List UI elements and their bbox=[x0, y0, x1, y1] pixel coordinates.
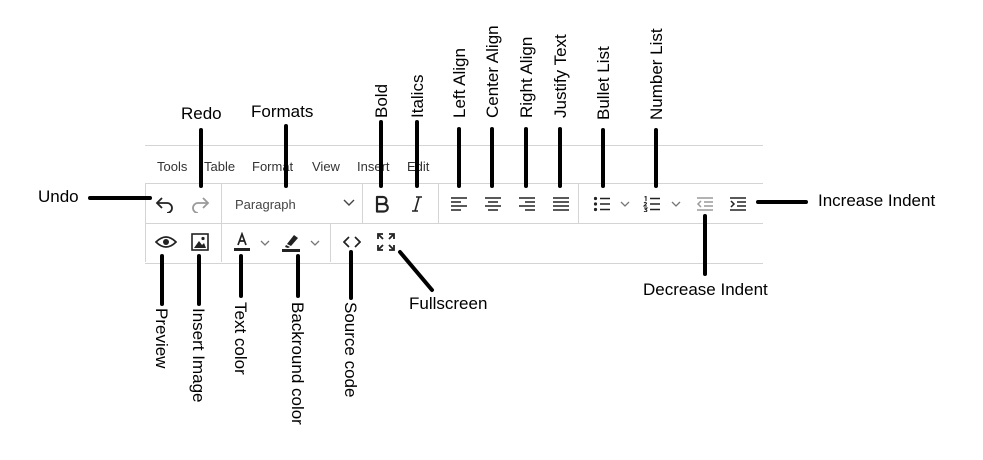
label-background-color: Backround color bbox=[288, 302, 307, 425]
align-left-button[interactable] bbox=[448, 193, 470, 215]
redo-button[interactable] bbox=[189, 194, 211, 214]
toolbar-row-2 bbox=[145, 223, 763, 264]
number-list-button[interactable] bbox=[641, 193, 663, 215]
menu-view[interactable]: View bbox=[312, 159, 340, 174]
formats-select[interactable]: Paragraph bbox=[235, 193, 355, 215]
menu-format[interactable]: Format bbox=[252, 159, 294, 174]
label-source-code: Source code bbox=[341, 302, 360, 398]
toolbar-left-edge bbox=[145, 183, 146, 262]
label-text-color: Text color bbox=[231, 302, 250, 375]
menu-table[interactable]: Table bbox=[204, 159, 236, 174]
label-formats: Formats bbox=[251, 102, 314, 121]
undo-icon bbox=[155, 197, 173, 213]
label-increase-indent: Increase Indent bbox=[818, 191, 936, 210]
separator bbox=[221, 183, 222, 223]
highlighter-icon bbox=[282, 235, 300, 252]
menubar: Tools Table Format View Insert Edit bbox=[145, 145, 763, 184]
italic-button[interactable] bbox=[406, 193, 428, 215]
justify-icon bbox=[553, 197, 569, 211]
label-fullscreen: Fullscreen bbox=[409, 294, 488, 313]
bullet-list-button[interactable] bbox=[591, 193, 613, 215]
label-bullet-list: Bullet List bbox=[594, 46, 613, 120]
label-center-align: Center Align bbox=[483, 25, 502, 118]
redo-icon bbox=[192, 197, 210, 213]
justify-button[interactable] bbox=[550, 193, 572, 215]
align-right-button[interactable] bbox=[516, 193, 538, 215]
bold-icon bbox=[375, 195, 389, 213]
toolbar-row-1 bbox=[145, 183, 763, 224]
decrease-indent-button[interactable] bbox=[694, 193, 716, 215]
label-preview: Preview bbox=[152, 308, 171, 369]
separator bbox=[578, 183, 579, 223]
label-undo: Undo bbox=[38, 187, 79, 206]
chevron-down-icon bbox=[671, 201, 681, 207]
bold-button[interactable] bbox=[371, 193, 393, 215]
chevron-down-icon bbox=[620, 201, 630, 207]
fullscreen-button[interactable] bbox=[375, 231, 397, 253]
fullscreen-icon bbox=[377, 233, 395, 251]
label-insert-image: Insert Image bbox=[189, 308, 208, 403]
number-list-icon bbox=[643, 196, 660, 212]
number-list-dropdown[interactable] bbox=[669, 197, 683, 211]
fullscreen-pointer bbox=[398, 250, 434, 292]
menu-tools[interactable]: Tools bbox=[157, 159, 188, 174]
outdent-icon bbox=[696, 197, 713, 211]
align-center-button[interactable] bbox=[482, 193, 504, 215]
background-color-dropdown[interactable] bbox=[308, 236, 322, 250]
separator bbox=[438, 183, 439, 223]
bullet-list-icon bbox=[593, 196, 610, 212]
label-left-align: Left Align bbox=[450, 48, 469, 118]
chevron-down-icon bbox=[310, 240, 320, 246]
image-icon bbox=[191, 233, 209, 251]
align-right-icon bbox=[519, 197, 535, 211]
align-left-icon bbox=[451, 197, 467, 211]
bullet-list-dropdown[interactable] bbox=[618, 197, 632, 211]
insert-image-button[interactable] bbox=[189, 231, 211, 253]
code-icon bbox=[343, 236, 361, 248]
text-color-button[interactable] bbox=[231, 231, 253, 253]
italic-icon bbox=[412, 196, 422, 212]
editor-toolbar: Tools Table Format View Insert Edit Para… bbox=[145, 145, 763, 264]
increase-indent-button[interactable] bbox=[727, 193, 749, 215]
text-color-dropdown[interactable] bbox=[258, 236, 272, 250]
separator bbox=[221, 223, 222, 262]
undo-button[interactable] bbox=[154, 194, 176, 214]
chevron-down-icon bbox=[343, 199, 355, 206]
label-redo: Redo bbox=[181, 104, 222, 123]
source-code-button[interactable] bbox=[341, 231, 363, 253]
indent-icon bbox=[730, 197, 746, 211]
separator bbox=[362, 183, 363, 223]
preview-button[interactable] bbox=[154, 231, 178, 253]
eye-icon bbox=[155, 236, 177, 248]
formats-value: Paragraph bbox=[235, 197, 296, 212]
label-right-align: Right Align bbox=[517, 36, 536, 118]
label-justify-text: Justify Text bbox=[551, 34, 570, 118]
label-bold: Bold bbox=[372, 83, 391, 118]
label-italics: Italics bbox=[408, 74, 427, 118]
separator bbox=[330, 223, 331, 262]
align-center-icon bbox=[485, 197, 501, 211]
chevron-down-icon bbox=[260, 240, 270, 246]
label-decrease-indent: Decrease Indent bbox=[643, 280, 768, 299]
label-number-list: Number List bbox=[647, 28, 666, 120]
text-color-icon bbox=[234, 232, 250, 251]
background-color-button[interactable] bbox=[280, 231, 302, 253]
